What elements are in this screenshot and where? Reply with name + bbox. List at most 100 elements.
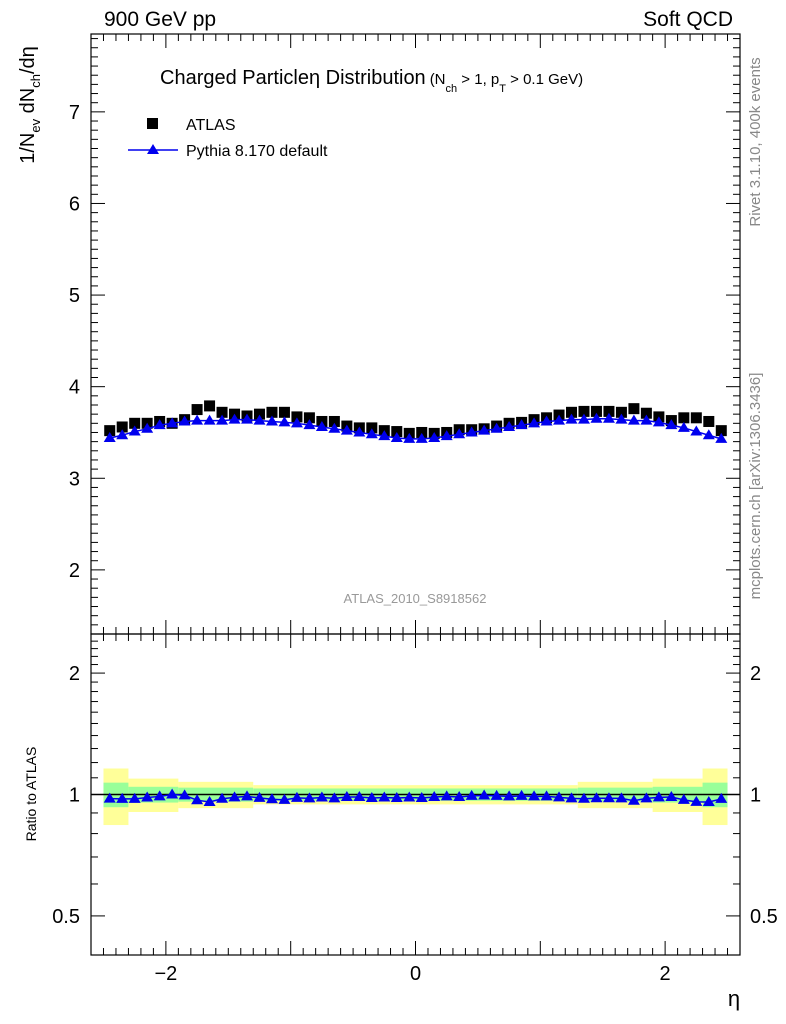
ratio-pythia-point — [128, 792, 141, 803]
pythia-line — [109, 417, 722, 440]
ratio-pythia-point — [141, 791, 154, 802]
y-tick-label: 4 — [69, 377, 80, 399]
ratio-pythia-point — [503, 790, 516, 801]
pythia-data-point — [677, 421, 690, 432]
x-tick-label: 2 — [660, 963, 671, 985]
atlas-data-point — [129, 417, 141, 429]
pythia-data-point — [241, 413, 254, 424]
legend-label-atlas: ATLAS — [186, 117, 236, 134]
ratio-pythia-point — [340, 790, 353, 801]
ratio-pythia-point — [278, 793, 291, 804]
header-process-label: Soft QCD — [643, 8, 733, 31]
ratio-pythia-point — [378, 791, 391, 802]
y-tick-label: 6 — [69, 193, 80, 215]
atlas-data-point — [578, 405, 590, 417]
pythia-data-point — [715, 432, 728, 443]
atlas-data-point — [715, 425, 727, 437]
atlas-data-point — [391, 426, 403, 438]
ratio-pythia-point — [453, 790, 466, 801]
pythia-data-point — [478, 424, 491, 435]
ratio-pythia-point — [665, 790, 678, 801]
ratio-pythia-point — [515, 789, 528, 800]
pythia-data-point — [191, 414, 204, 425]
ratio-pythia-point — [490, 789, 503, 800]
atlas-data-point — [416, 426, 428, 438]
legend-marker-atlas — [147, 118, 158, 129]
atlas-data-point — [216, 406, 228, 418]
pythia-data-point — [640, 414, 653, 425]
ratio-pythia-point — [228, 791, 241, 802]
pythia-data-point — [141, 422, 154, 433]
ratio-pythia-point — [253, 791, 266, 802]
ratio-pythia-point — [203, 796, 216, 807]
atlas-data-point — [291, 411, 303, 423]
legend-marker-pythia — [147, 144, 159, 154]
pythia-data-point — [415, 432, 428, 443]
legend: ATLAS Pythia 8.170 default — [128, 117, 328, 160]
pythia-data-point — [340, 424, 353, 435]
ratio-pythia-point — [478, 789, 491, 800]
pythia-data-point — [328, 422, 341, 433]
pythia-data-point — [166, 417, 179, 428]
ratio-pythia-point — [353, 790, 366, 801]
atlas-data-point — [266, 406, 278, 418]
ratio-pythia-point — [116, 792, 129, 803]
ratio-y-tick-label-right: 0.5 — [750, 906, 778, 928]
ratio-axis-ticks — [90, 634, 741, 956]
pythia-data-point — [453, 428, 466, 439]
atlas-data-point — [603, 405, 615, 417]
pythia-data-point — [590, 412, 603, 423]
pythia-data-point — [290, 417, 303, 428]
atlas-data-point — [366, 422, 378, 434]
pythia-data-point — [216, 414, 229, 425]
ratio-pythia-point — [403, 791, 416, 802]
main-data-points — [103, 400, 728, 443]
ratio-pythia-point — [465, 789, 478, 800]
pythia-data-point — [315, 420, 328, 431]
ratio-y-tick-label-left: 2 — [69, 663, 80, 685]
atlas-data-point — [104, 425, 116, 437]
pythia-data-point — [116, 429, 129, 440]
main-y-axis-label: 1/Nev dNch/dη — [17, 46, 43, 164]
atlas-data-point — [566, 406, 578, 418]
ratio-pythia-point — [615, 792, 628, 803]
y-tick-label: 5 — [69, 285, 80, 307]
pythia-data-point — [528, 417, 541, 428]
main-axis-ticks — [90, 34, 741, 635]
pythia-data-point — [378, 430, 391, 441]
pythia-data-point — [128, 425, 141, 436]
ratio-y-tick-labels: 0.5 0.5 1 1 2 2 — [52, 663, 778, 928]
ratio-pythia-point — [390, 792, 403, 803]
analysis-watermark: ATLAS_2010_S8918562 — [344, 591, 487, 606]
pythia-data-point — [178, 415, 191, 426]
header-energy-label: 900 GeV pp — [104, 8, 217, 31]
main-y-tick-labels: 2 3 4 5 6 7 — [69, 102, 80, 582]
atlas-data-point — [328, 415, 340, 427]
ratio-pythia-point — [702, 796, 715, 807]
pythia-data-point — [627, 414, 640, 425]
ratio-pythia-point — [365, 792, 378, 803]
ratio-y-tick-label-left: 0.5 — [52, 906, 80, 928]
ratio-pythia-point — [315, 791, 328, 802]
pythia-data-point — [503, 420, 516, 431]
pythia-data-point — [103, 431, 116, 442]
ratio-pythia-point — [627, 794, 640, 805]
ratio-pythia-point — [290, 791, 303, 802]
ratio-pythia-point — [103, 792, 116, 803]
pythia-data-point — [265, 415, 278, 426]
atlas-data-point — [628, 403, 640, 415]
rivet-info-text: Rivet 3.1.10, 400k events — [747, 57, 764, 226]
ratio-pythia-point — [191, 794, 204, 805]
pythia-data-point — [553, 414, 566, 425]
ratio-pythia-point — [328, 792, 341, 803]
atlas-data-point — [191, 404, 203, 416]
atlas-data-point — [678, 412, 690, 424]
pythia-data-point — [278, 416, 291, 427]
ratio-pythia-point — [540, 790, 553, 801]
legend-label-pythia: Pythia 8.170 default — [186, 143, 328, 160]
atlas-data-point — [116, 421, 128, 433]
ratio-pythia-point — [577, 792, 590, 803]
atlas-data-point — [640, 407, 652, 419]
x-axis-label: η — [728, 986, 740, 1011]
